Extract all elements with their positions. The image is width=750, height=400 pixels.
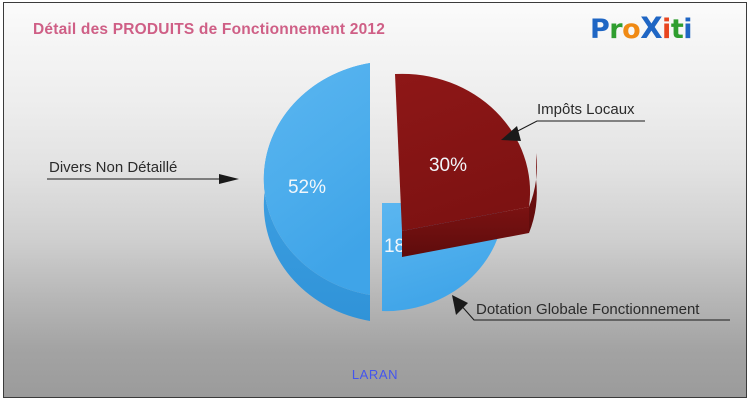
callout-underline-impots: [511, 120, 645, 135]
pie-chart: 18% 52% 30%: [47, 63, 730, 321]
pie-slice-divers-non-detaille[interactable]: 52%: [263, 63, 372, 321]
callout-label-divers: Divers Non Détaillé: [49, 159, 177, 176]
logo-letter-x: X: [640, 11, 663, 45]
callout-dotation-globale[interactable]: Dotation Globale Fonctionnement: [452, 295, 730, 321]
logo-letter-i1: i: [662, 14, 671, 45]
pie-slice-impots-locaux[interactable]: 30%: [395, 73, 537, 257]
callout-arrow-impots-icon: [501, 126, 521, 141]
callout-divers-non-detaille[interactable]: Divers Non Détaillé: [47, 159, 239, 184]
logo-letter-r: r: [609, 14, 623, 45]
callout-arrow-divers-icon: [219, 174, 239, 184]
logo-letter-i2: i: [683, 14, 692, 45]
callout-underline-dotation: [458, 302, 730, 321]
callout-label-dotation: Dotation Globale Fonctionnement: [476, 301, 700, 318]
callout-label-impots: Impôts Locaux: [537, 101, 635, 118]
pie-slice-side-30-base: [402, 207, 529, 257]
logo-letter-t: t: [670, 14, 684, 45]
callout-arrow-dotation-icon: [452, 295, 468, 315]
page-title: Détail des PRODUITS de Fonctionnement 20…: [33, 21, 386, 38]
commune-name: LARAN: [351, 367, 399, 382]
logo-letter-p: P: [590, 14, 610, 45]
pie-slice-label-52: 52%: [288, 177, 326, 198]
proxiti-logo[interactable]: ProXiti: [590, 11, 692, 45]
callout-impots-locaux[interactable]: Impôts Locaux: [501, 101, 645, 141]
pie-slice-top-52: [263, 63, 370, 295]
pie-slice-side-30-arc: [529, 153, 537, 233]
pie-slice-top-30: [395, 73, 531, 231]
pie-slice-label-30: 30%: [429, 155, 467, 176]
logo-letter-o: o: [622, 14, 641, 45]
chart-frame: Détail des PRODUITS de Fonctionnement 20…: [3, 2, 747, 398]
